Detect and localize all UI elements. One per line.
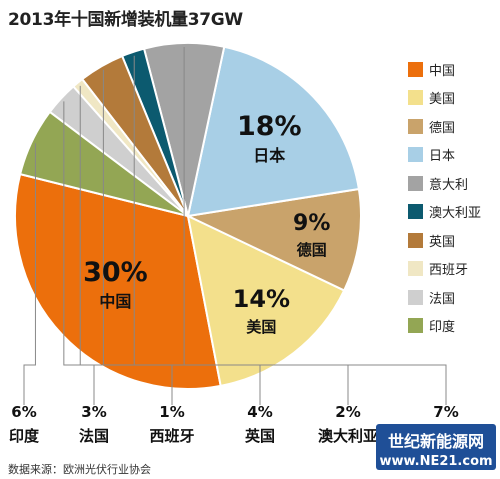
legend-item-5: 意大利 [408,174,481,193]
legend-item-7: 英国 [408,231,481,250]
legend-item-9: 法国 [408,288,481,307]
slice-value-label-6: 2% [335,403,360,421]
leader-line-5 [183,47,447,405]
chart-title: 2013年十国新增装机量37GW [8,10,243,30]
slice-value-label-3: 9% [293,211,330,236]
legend-swatch-5 [408,175,423,191]
legend-item-8: 西班牙 [408,260,481,278]
slice-name-label-1: 中国 [99,292,131,311]
slice-name-label-10: 印度 [9,427,40,445]
slice-name-label-3: 德国 [297,241,327,259]
leader-line-9 [63,101,95,405]
legend-label-8: 西班牙 [429,263,469,278]
legend-label-4: 日本 [429,149,456,164]
watermark-line1: 世纪新能源网 [387,432,484,451]
legend-item-4: 日本 [408,146,481,164]
legend-label-6: 澳大利亚 [429,206,482,221]
slice-value-label-5: 7% [433,403,458,421]
legend-item-10: 印度 [408,317,481,335]
legend-label-9: 法国 [429,291,456,307]
slice-value-label-2: 14% [233,285,290,313]
slice-value-label-4: 18% [237,111,302,142]
legend-swatch-4 [408,147,423,162]
legend-swatch-6 [408,204,423,219]
legend-label-7: 英国 [429,234,456,250]
watermark-logo: 世纪新能源网 www.NE21.com [376,424,496,470]
pie-slice-3 [184,187,362,292]
legend-swatch-10 [408,318,423,333]
legend-item-1: 中国 [408,60,481,79]
legend-swatch-2 [408,90,423,105]
legend-label-5: 意大利 [429,177,469,193]
slice-value-label-9: 3% [81,403,106,421]
legend-item-6: 澳大利亚 [408,203,481,221]
legend-swatch-1 [408,61,423,77]
legend-swatch-9 [408,289,423,305]
leader-line-10 [23,143,36,405]
pie-slice-2 [186,214,346,388]
slice-name-label-7: 英国 [245,427,275,445]
slice-name-label-9: 法国 [79,427,109,445]
slice-name-label-4: 日本 [253,146,285,165]
legend-label-3: 德国 [429,120,456,136]
watermark-line2: www.NE21.com [379,454,493,469]
slice-value-label-10: 6% [11,403,36,421]
slice-name-label-6: 澳大利亚 [318,427,378,445]
legend-swatch-3 [408,118,423,134]
legend-label-10: 印度 [429,320,456,335]
legend-swatch-8 [408,261,423,276]
legend-item-2: 美国 [408,89,481,107]
slice-value-label-1: 30% [83,257,148,288]
pie-slice-1 [14,172,222,390]
slice-name-label-2: 美国 [246,318,276,336]
legend-label-1: 中国 [429,63,456,79]
slice-value-label-8: 1% [159,403,184,421]
pie-slice-10 [18,110,189,217]
legend: 中国美国德国日本意大利澳大利亚英国西班牙法国印度 [408,60,481,345]
legend-swatch-7 [408,232,423,248]
source-note: 数据来源：欧洲光伏行业协会 [8,463,151,476]
legend-label-2: 美国 [429,92,456,107]
legend-item-3: 德国 [408,117,481,136]
slice-name-label-8: 西班牙 [149,427,194,445]
pie-slice-4 [186,45,361,218]
slice-value-label-7: 4% [247,403,272,421]
